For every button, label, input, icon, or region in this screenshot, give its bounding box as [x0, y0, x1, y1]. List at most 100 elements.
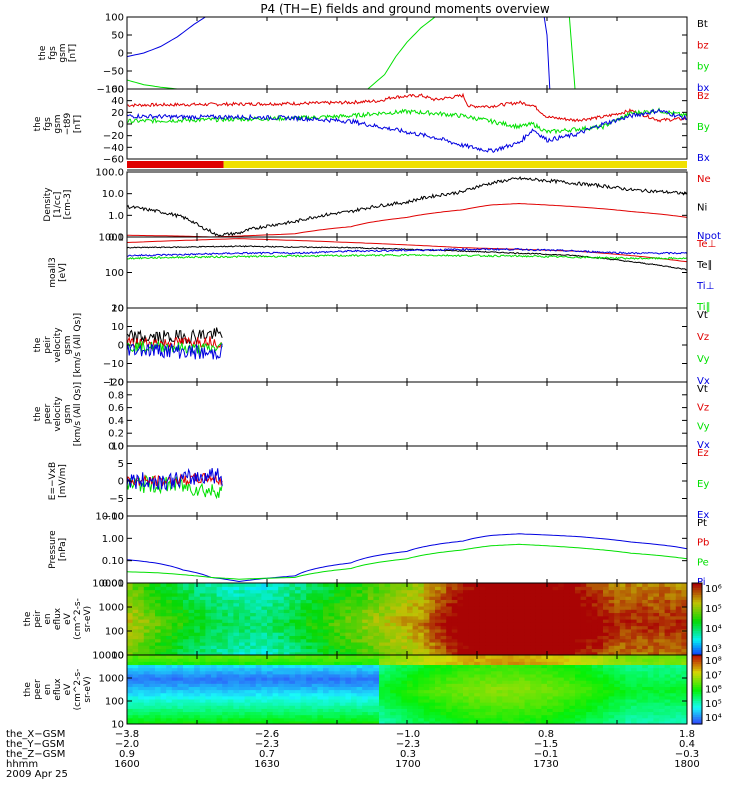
- legend-entry-Bx: Bx: [697, 153, 710, 164]
- y-axis-label: the peer velocity gsm [km/s (All Qs)]: [33, 382, 83, 446]
- colorbar-tick-label: 10⁶: [705, 584, 722, 595]
- series-line-Bz: [127, 92, 687, 123]
- y-tick-label: 100: [105, 627, 124, 638]
- y-tick-label: −20: [103, 131, 124, 142]
- svg-text:velocity: velocity: [53, 396, 63, 432]
- legend-entry-bz: bz: [697, 40, 709, 51]
- footer-row-label: hhmm: [6, 759, 38, 770]
- series-line-Ex: [127, 467, 223, 491]
- y-tick-label: 1000: [99, 674, 124, 685]
- footer-value: −2.6: [255, 729, 279, 740]
- svg-text:eflux: eflux: [53, 678, 63, 701]
- legend-entry-Vx: Vx: [697, 440, 710, 451]
- y-axis-label: Pressure [nPa]: [48, 530, 68, 569]
- panel-11: 10⁸ 10⁷ 10⁶ 10⁵ 10⁴ 10000 1000 100 10 the peer en ef…: [23, 651, 722, 731]
- footer-value: 0.9: [119, 749, 135, 760]
- y-axis-label: Density [1/cc] [cm-3]: [43, 187, 73, 222]
- y-tick-label: 60: [111, 85, 124, 96]
- svg-text:[eV]: [eV]: [58, 263, 68, 282]
- y-tick-label: 10: [111, 651, 124, 662]
- svg-text:Density: Density: [43, 187, 53, 222]
- legend-entry-Bz: Bz: [697, 91, 709, 102]
- colorbar-tick-label: 10⁴: [705, 713, 722, 724]
- svg-text:fgs: fgs: [43, 117, 53, 131]
- legend: Bz By Bx: [697, 91, 710, 164]
- svg-text:[nT]: [nT]: [68, 44, 78, 62]
- legend-entry-Vz: Vz: [697, 332, 709, 343]
- series-line-Bx: [127, 108, 687, 154]
- y-tick-label: 0.6: [108, 403, 124, 414]
- footer-value: 1.8: [679, 729, 695, 740]
- footer-value: 1630: [254, 759, 279, 770]
- footer-value: −1.0: [396, 729, 420, 740]
- series-line-Ey: [127, 474, 223, 500]
- svg-text:peer: peer: [43, 403, 53, 424]
- footer-value: −0.3: [675, 749, 699, 760]
- y-tick-label: 10000: [92, 579, 124, 590]
- series-line-By: [127, 107, 687, 135]
- colorbar-tick-label: 10⁵: [705, 699, 722, 710]
- legend-entry-Pb: Pb: [697, 538, 709, 549]
- y-tick-label: 0.1: [108, 233, 124, 244]
- y-axis-label: the peir velocity gsm [km/s (All Qs)]: [33, 313, 83, 377]
- svg-text:peer: peer: [33, 679, 43, 700]
- y-axis-label: E=−VxB [mV/m]: [48, 462, 68, 500]
- svg-text:[km/s (All Qs)]: [km/s (All Qs)]: [73, 382, 83, 446]
- svg-text:eV: eV: [63, 612, 73, 625]
- legend-entry-Ti⊥: Ti⊥: [696, 281, 714, 292]
- y-tick-label: 50: [111, 31, 124, 42]
- y-tick-label: 0.8: [108, 390, 124, 401]
- y-tick-label: −60: [103, 155, 124, 166]
- colorbar-tick-label: 10⁷: [705, 670, 722, 681]
- y-tick-label: 1.0: [108, 378, 124, 389]
- legend-entry-Vy: Vy: [697, 354, 710, 365]
- panel-1: 100 50 0 −50 −100 the fgs gsm [nT] Bt bz by bx: [38, 13, 709, 96]
- svg-text:[nT]: [nT]: [73, 115, 83, 133]
- footer-row-label: the_Y−GSM: [6, 739, 65, 750]
- svg-text:the: the: [33, 337, 43, 352]
- footer-value: 1800: [674, 759, 699, 770]
- svg-text:eV: eV: [63, 683, 73, 696]
- colorbar-tick-label: 10⁸: [705, 656, 722, 667]
- y-tick-label: 1000: [99, 233, 124, 244]
- y-axis-label: the peir en eflux eV (cm^2-s-sr-eV): [23, 598, 93, 640]
- y-axis-label: the fgs gsm [nT]: [38, 43, 78, 62]
- legend: Te⊥ Te∥ Ti⊥ Ti∥: [696, 239, 716, 313]
- y-tick-label: 10.00: [95, 512, 124, 523]
- y-tick-label: 10: [111, 322, 124, 333]
- y-axis-label: the peer en eflux eV (cm^2-s-sr-eV): [23, 669, 93, 711]
- panel-3: [127, 161, 687, 171]
- panel-frame: [126, 381, 688, 447]
- legend-entry-Vz: Vz: [697, 403, 709, 414]
- svg-text:gsm: gsm: [63, 335, 73, 354]
- legend-entry-Ez: Ez: [697, 448, 709, 459]
- y-tick-label: 10000: [92, 651, 124, 662]
- y-tick-label: 40: [111, 96, 124, 107]
- footer-value: 0.3: [400, 749, 416, 760]
- svg-text:eflux: eflux: [53, 607, 63, 630]
- svg-text:[1/cc]: [1/cc]: [53, 192, 63, 218]
- series-line-Ni: [127, 176, 687, 237]
- svg-text:peir: peir: [33, 610, 43, 628]
- spectrogram-1: [127, 583, 687, 655]
- y-tick-label: −5: [109, 494, 124, 505]
- y-tick-label: 100: [105, 13, 124, 24]
- y-tick-label: 100: [105, 268, 124, 279]
- y-axis-label: the fgs gsm −t89 [nT]: [33, 112, 83, 135]
- legend: Ne Ni Npot: [697, 174, 721, 242]
- panel-frame: [126, 171, 688, 238]
- legend-entry-Ex: Ex: [697, 510, 709, 521]
- mode-bar-segment-1: [127, 161, 224, 168]
- series-line-Ti∥: [127, 253, 687, 260]
- legend: Vt Vz Vy Vx: [697, 310, 710, 387]
- legend-entry-Ey: Ey: [697, 479, 709, 490]
- footer-value: −0.1: [534, 749, 558, 760]
- y-tick-label: 20: [111, 304, 124, 315]
- legend-entry-Te∥: Te∥: [696, 260, 713, 271]
- colorbar-2: 10⁸ 10⁷ 10⁶ 10⁵ 10⁴: [691, 654, 722, 725]
- svg-text:the: the: [33, 406, 43, 421]
- svg-text:sr-eV): sr-eV): [83, 676, 93, 702]
